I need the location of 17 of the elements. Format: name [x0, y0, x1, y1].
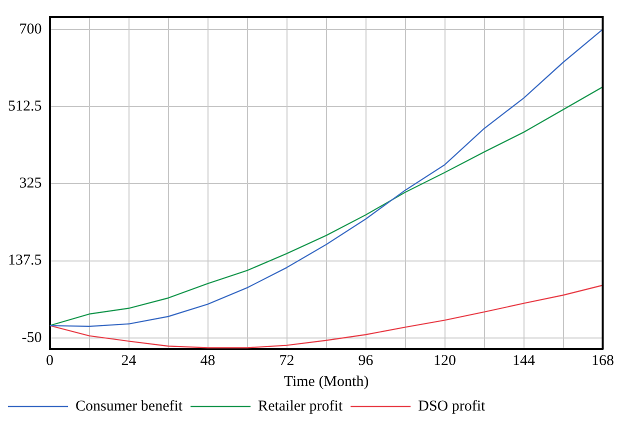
legend-label: Consumer benefit — [76, 398, 184, 414]
y-tick-label: 325 — [19, 176, 42, 192]
x-tick-label: 24 — [121, 352, 137, 369]
x-tick-label: 0 — [46, 352, 54, 369]
x-tick-label: 120 — [434, 352, 456, 369]
x-tick-label: 144 — [512, 352, 536, 369]
y-tick-label: 700 — [19, 21, 42, 38]
y-tick-label: -50 — [22, 330, 42, 346]
x-tick-label: 48 — [200, 352, 216, 369]
x-tick-label: 168 — [592, 352, 614, 369]
legend-label: DSO profit — [418, 398, 486, 414]
x-tick-label: 96 — [358, 352, 374, 369]
x-tick-label: 72 — [279, 352, 294, 369]
legend-label: Retailer profit — [258, 398, 344, 414]
y-tick-label: 512.5 — [8, 98, 42, 114]
y-tick-label: 137.5 — [8, 252, 42, 269]
x-axis-title: Time (Month) — [284, 374, 369, 390]
